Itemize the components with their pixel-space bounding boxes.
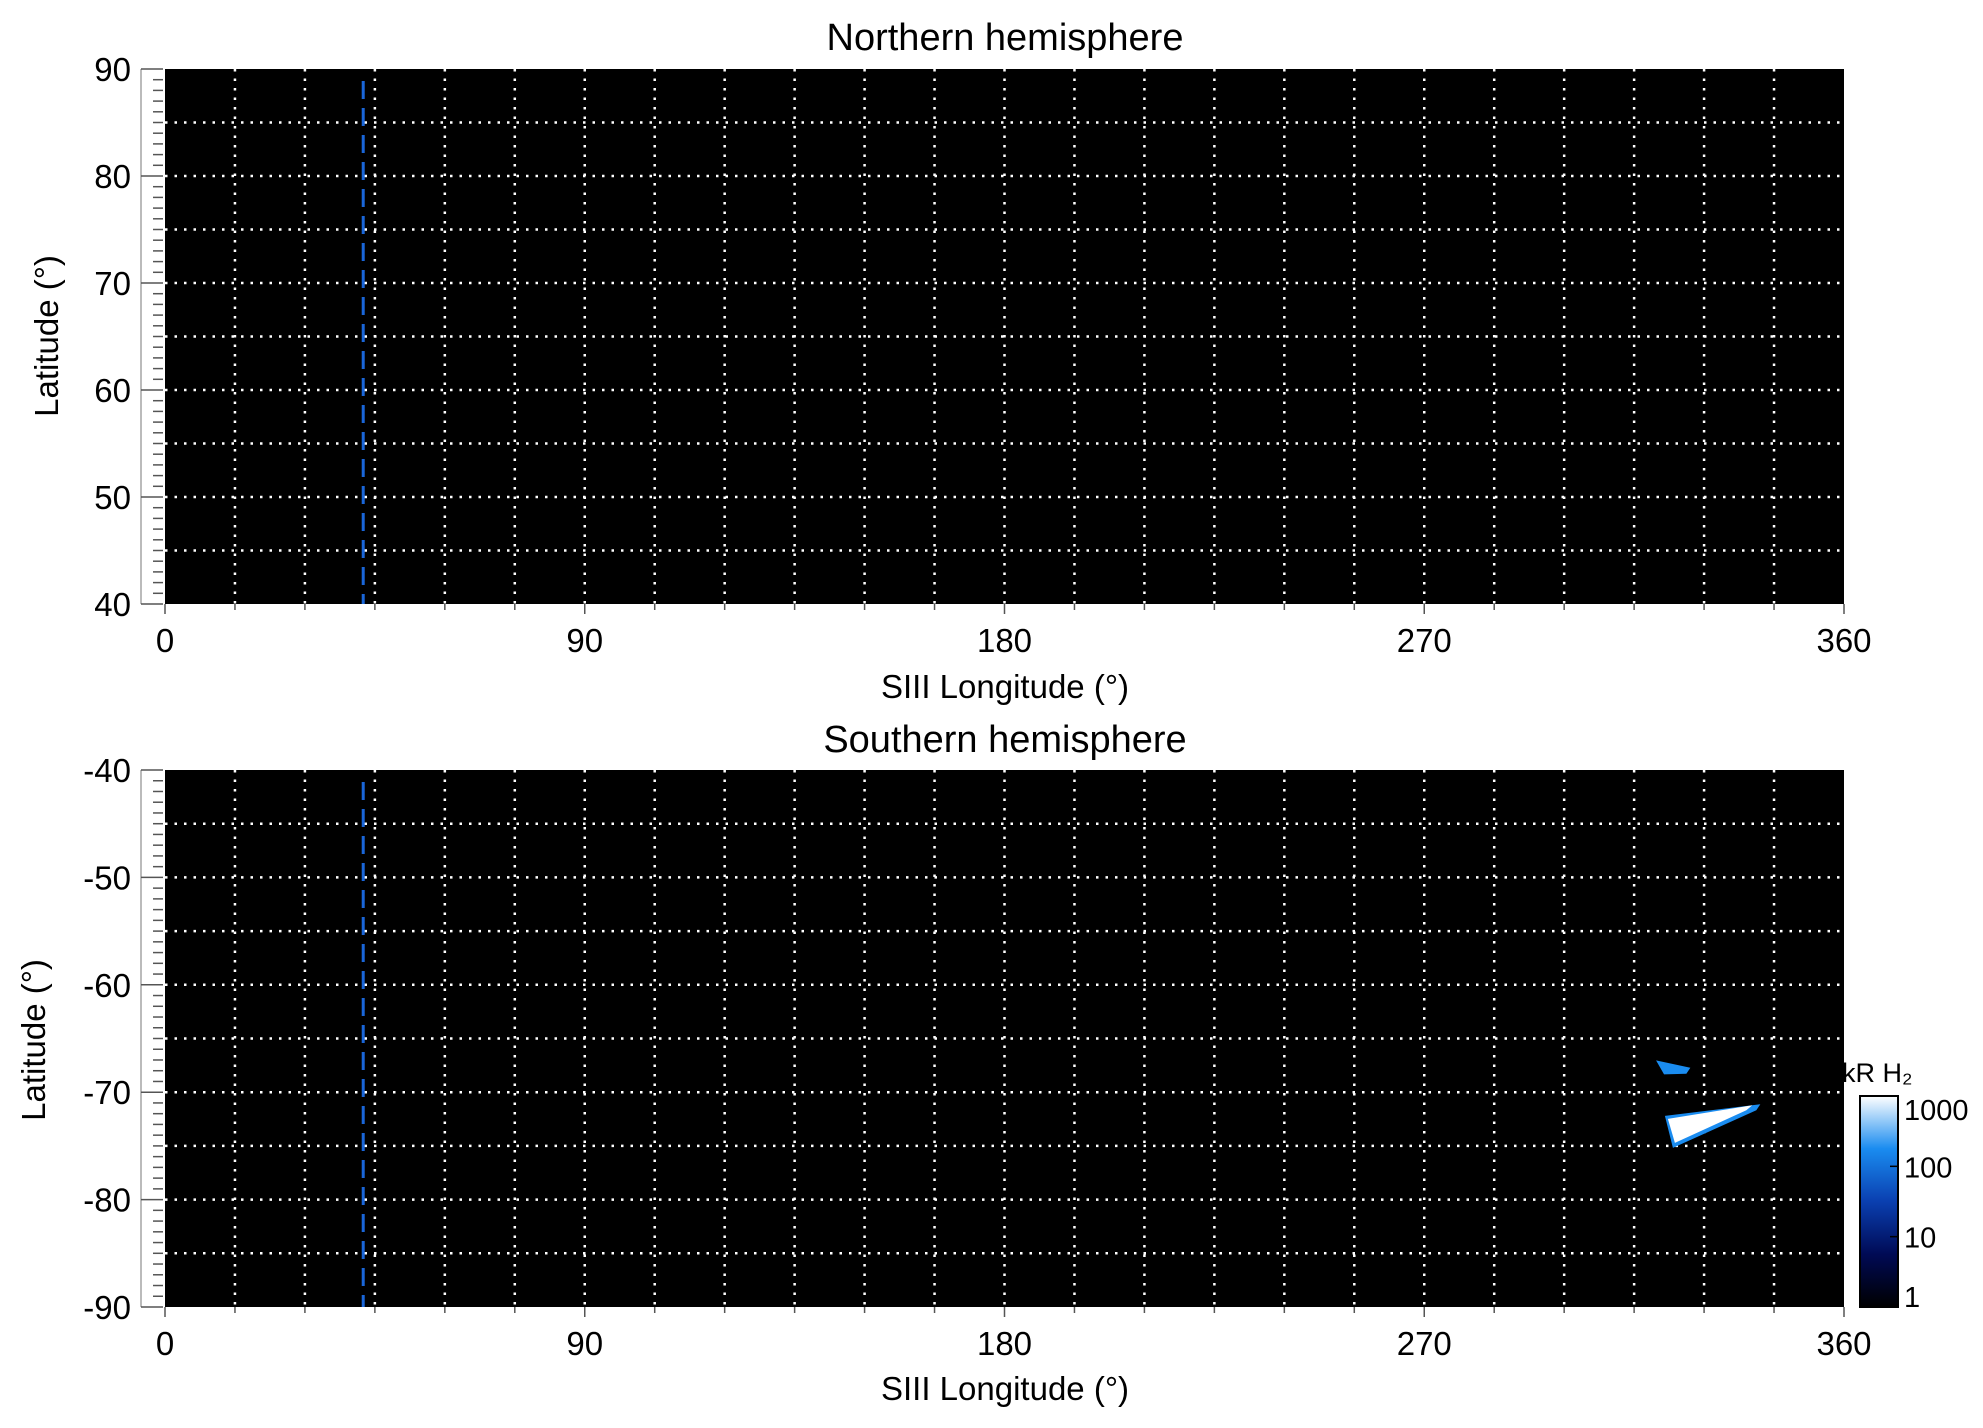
x-tick-label: 360 <box>1816 1325 1871 1362</box>
x-axis-label: SIII Longitude (°) <box>881 668 1129 705</box>
y-tick-label: -90 <box>83 1289 131 1326</box>
y-tick-label: 40 <box>94 586 131 623</box>
y-tick-label: -60 <box>83 967 131 1004</box>
colorbar-tick-label: 10 <box>1904 1223 1936 1255</box>
x-tick-label: 90 <box>566 1325 603 1362</box>
y-tick-label: 80 <box>94 158 131 195</box>
x-tick-label: 270 <box>1397 622 1452 659</box>
x-tick-label: 270 <box>1397 1325 1452 1362</box>
colorbar-tick-label: 1000 <box>1904 1095 1969 1127</box>
emission-region-halo <box>1656 1060 1691 1075</box>
x-tick-label: 0 <box>156 1325 174 1362</box>
northern-hemisphere-panel: Northern hemisphere SIII Longitude (°) L… <box>28 17 1872 705</box>
colorbar-label: kR H₂ <box>1842 1058 1912 1088</box>
x-tick-label: 90 <box>566 622 603 659</box>
y-tick-label: -40 <box>83 752 131 789</box>
colorbar-tick-label: 100 <box>1904 1152 1952 1184</box>
colorbar-gradient <box>1859 1095 1899 1308</box>
x-tick-label: 360 <box>1816 622 1871 659</box>
emission-region-core <box>1667 1105 1753 1143</box>
y-tick-label: 60 <box>94 372 131 409</box>
colorbar: kR H₂ 1 10 100 1000 <box>1842 1058 1969 1314</box>
y-tick-label: 70 <box>94 265 131 302</box>
x-axis-label: SIII Longitude (°) <box>881 1370 1129 1407</box>
y-tick-label: -70 <box>83 1074 131 1111</box>
emission-region-halo <box>1664 1104 1761 1148</box>
y-tick-label: -80 <box>83 1182 131 1219</box>
y-tick-label: -50 <box>83 859 131 896</box>
x-tick-label: 180 <box>977 622 1032 659</box>
colorbar-tick-label: 1 <box>1904 1282 1920 1314</box>
panel-title: Northern hemisphere <box>827 17 1184 59</box>
panel-title: Southern hemisphere <box>823 719 1186 761</box>
x-tick-label: 0 <box>156 622 174 659</box>
y-tick-label: 50 <box>94 479 131 516</box>
x-tick-label: 180 <box>977 1325 1032 1362</box>
y-axis-label: Latitude (°) <box>15 959 52 1121</box>
y-axis-label: Latitude (°) <box>28 255 65 417</box>
southern-hemisphere-panel: Southern hemisphere SIII Longitude (°) L… <box>15 719 1872 1407</box>
y-tick-label: 90 <box>94 51 131 88</box>
